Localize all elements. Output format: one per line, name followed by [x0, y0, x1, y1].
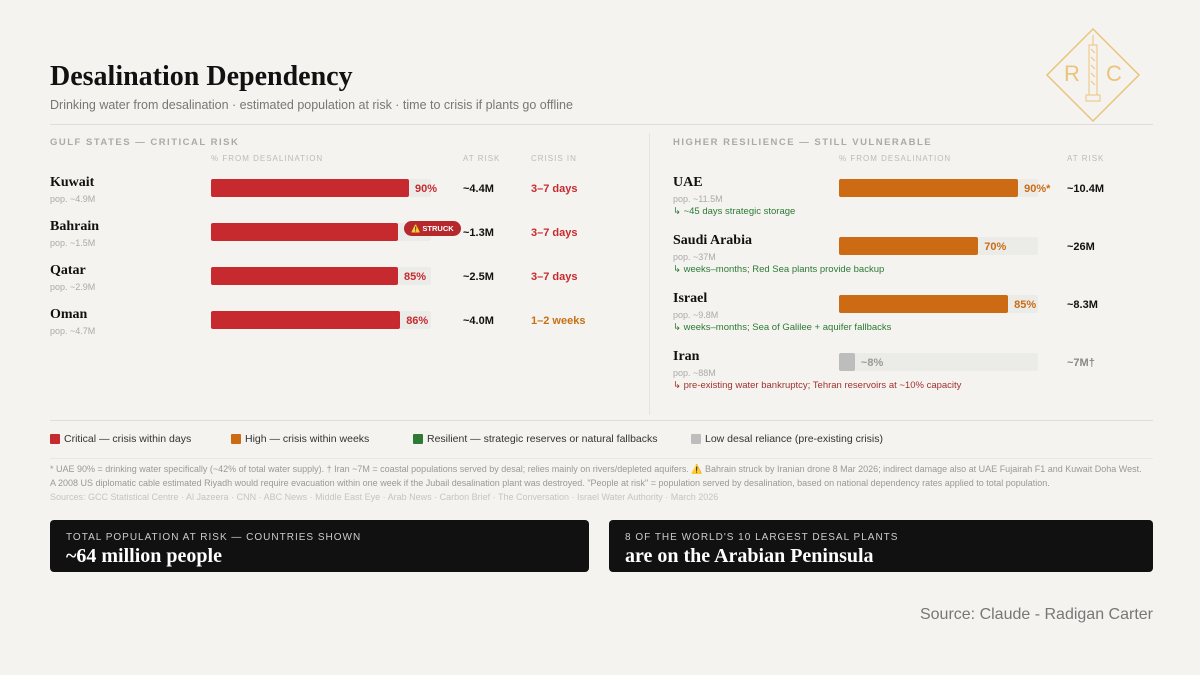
column-header: AT RISK — [1067, 154, 1105, 163]
population: pop. ~2.9M — [50, 282, 96, 292]
at-risk: ~4.0M — [463, 315, 494, 327]
bar-track — [211, 223, 431, 241]
subtitle: Drinking water from desalination · estim… — [50, 98, 573, 112]
bar-label: 70% — [984, 241, 1007, 253]
country-name: Kuwait — [50, 175, 95, 190]
bar — [839, 237, 979, 255]
legend-label: Resilient — strategic reserves or natura… — [427, 433, 658, 445]
crisis-time: 3–7 days — [531, 183, 578, 195]
logo: R C — [1045, 27, 1141, 123]
bar-label: 86% — [406, 315, 429, 327]
legend-label: High — crisis within weeks — [245, 433, 370, 445]
bar-track — [211, 311, 431, 329]
population: pop. ~4.7M — [50, 326, 96, 336]
section-heading: HIGHER RESILIENCE — STILL VULNERABLE — [673, 137, 933, 148]
bar-track — [839, 295, 1038, 313]
population: pop. ~1.5M — [50, 238, 96, 248]
bar-label: 85% — [404, 271, 427, 283]
bar-track — [211, 267, 431, 285]
country-name: UAE — [673, 175, 703, 190]
divider — [649, 133, 650, 415]
at-risk: ~1.3M — [463, 227, 494, 239]
country-name: Iran — [673, 349, 700, 364]
bar-track — [211, 179, 431, 197]
note: ↳ weeks–months; Sea of Galilee + aquifer… — [673, 322, 892, 333]
country-name: Oman — [50, 307, 88, 322]
column-header: CRISIS IN — [531, 154, 577, 163]
legend-swatch — [231, 434, 241, 444]
divider — [50, 420, 1153, 421]
bar — [211, 267, 398, 285]
note: ↳ ~45 days strategic storage — [673, 206, 796, 217]
footnote: A 2008 US diplomatic cable estimated Riy… — [50, 478, 1050, 488]
bar-track — [839, 353, 1038, 371]
note: ↳ pre-existing water bankruptcy; Tehran … — [673, 380, 962, 391]
callout: 8 OF THE WORLD'S 10 LARGEST DESAL PLANTS… — [609, 520, 1153, 572]
legend-swatch — [50, 434, 60, 444]
column-header: AT RISK — [463, 154, 501, 163]
bar-label: 90%* — [1024, 183, 1051, 195]
at-risk: ~26M — [1067, 241, 1095, 253]
column-header: % FROM DESALINATION — [211, 154, 324, 163]
divider — [50, 458, 1153, 459]
crisis-time: 3–7 days — [531, 227, 578, 239]
column-header: % FROM DESALINATION — [839, 154, 952, 163]
bar-track — [839, 237, 1038, 255]
logo-letter: C — [1106, 61, 1122, 86]
crisis-time: 3–7 days — [531, 271, 578, 283]
bar — [839, 179, 1019, 197]
crisis-time: 1–2 weeks — [531, 315, 586, 327]
at-risk: ~2.5M — [463, 271, 494, 283]
population: pop. ~4.9M — [50, 194, 96, 204]
title: Desalination Dependency — [50, 61, 353, 92]
callout-kicker: 8 OF THE WORLD'S 10 LARGEST DESAL PLANTS — [625, 532, 899, 543]
callout-headline: are on the Arabian Peninsula — [625, 545, 874, 567]
at-risk: ~4.4M — [463, 183, 494, 195]
at-risk: ~7M† — [1067, 357, 1095, 369]
legend-swatch — [691, 434, 701, 444]
at-risk: ~10.4M — [1067, 183, 1104, 195]
bar-label: 85% — [1014, 299, 1037, 311]
bar — [211, 179, 409, 197]
callout: TOTAL POPULATION AT RISK — COUNTRIES SHO… — [50, 520, 589, 572]
callout-kicker: TOTAL POPULATION AT RISK — COUNTRIES SHO… — [66, 532, 362, 543]
section-heading: GULF STATES — CRITICAL RISK — [50, 137, 240, 148]
logo-letter: R — [1064, 61, 1080, 86]
callout-headline: ~64 million people — [66, 545, 222, 567]
footnote: * UAE 90% = drinking water specifically … — [50, 464, 1142, 474]
note: ↳ weeks–months; Red Sea plants provide b… — [673, 264, 885, 275]
source: Source: Claude - Radigan Carter — [919, 606, 1153, 623]
bar — [211, 311, 401, 329]
bar — [839, 295, 1009, 313]
bar-label: 90% — [415, 183, 438, 195]
country-name: Qatar — [50, 263, 86, 278]
bar — [839, 353, 855, 371]
country-name: Saudi Arabia — [673, 233, 752, 248]
legend-swatch — [413, 434, 423, 444]
population: pop. ~37M — [673, 252, 716, 262]
bar — [211, 223, 398, 241]
divider — [50, 124, 1153, 125]
population: pop. ~88M — [673, 368, 716, 378]
at-risk: ~8.3M — [1067, 299, 1098, 311]
legend-label: Low desal reliance (pre-existing crisis) — [705, 433, 883, 445]
struck-badge: ⚠️ STRUCK — [404, 221, 461, 236]
country-name: Israel — [673, 291, 708, 306]
legend-label: Critical — crisis within days — [64, 433, 192, 445]
population: pop. ~9.8M — [673, 310, 719, 320]
sources: Sources: GCC Statistical Centre · Al Jaz… — [50, 492, 719, 502]
country-name: Bahrain — [50, 219, 100, 234]
bar-label: ~8% — [860, 357, 884, 369]
bar-track — [839, 179, 1038, 197]
population: pop. ~11.5M — [673, 194, 723, 204]
